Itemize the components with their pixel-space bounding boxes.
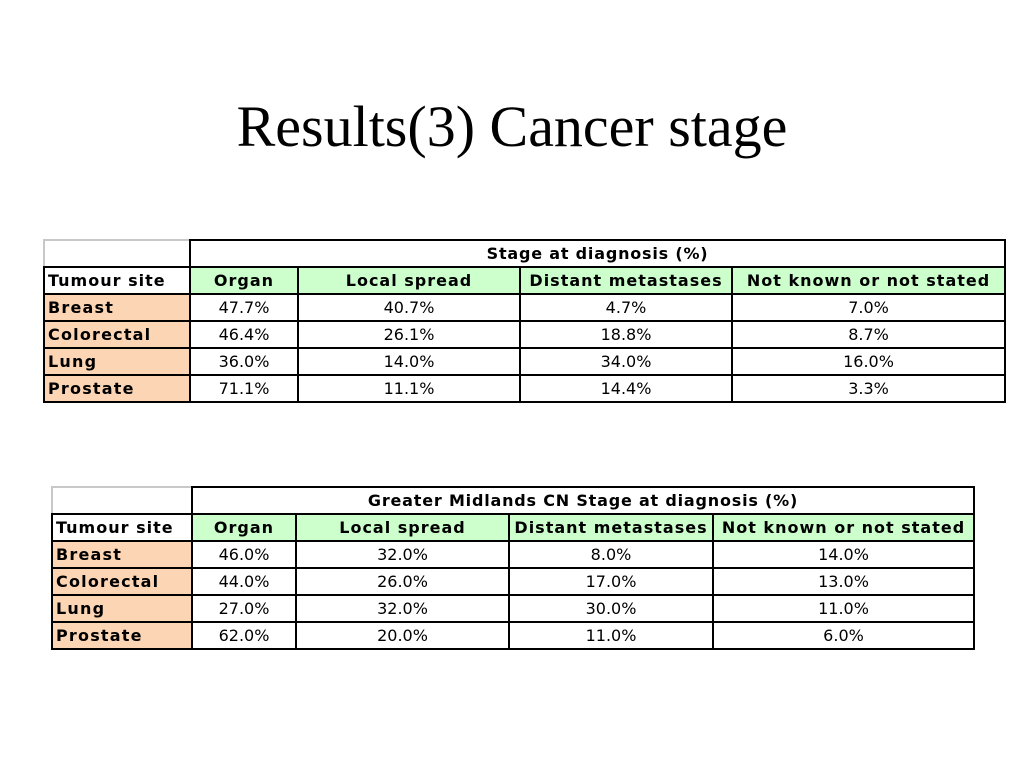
value-cell: 11.0% (508, 621, 714, 650)
table-row: Lung 36.0% 14.0% 34.0% 16.0% (43, 347, 1007, 376)
value-cell: 7.0% (730, 293, 1007, 322)
blank-corner-cell (43, 239, 191, 268)
value-cell: 14.0% (297, 347, 521, 376)
row-label-colorectal: Colorectal (51, 567, 193, 596)
stage-table-overall: Stage at diagnosis (%) Tumour site Organ… (43, 239, 1007, 403)
value-cell: 8.0% (508, 540, 714, 569)
value-cell: 47.7% (189, 293, 299, 322)
blank-corner-cell (51, 486, 193, 515)
row-label-breast: Breast (43, 293, 191, 322)
value-cell: 18.8% (519, 320, 733, 349)
value-cell: 46.4% (189, 320, 299, 349)
value-cell: 14.0% (711, 540, 976, 569)
column-header-organ: Organ (189, 266, 299, 295)
table-column-header-row: Tumour site Organ Local spread Distant m… (43, 266, 1007, 295)
value-cell: 4.7% (519, 293, 733, 322)
stage-table-greater-midlands: Greater Midlands CN Stage at diagnosis (… (51, 486, 976, 650)
column-header-distant-metastases: Distant metastases (508, 513, 714, 542)
value-cell: 27.0% (191, 594, 297, 623)
value-cell: 36.0% (189, 347, 299, 376)
value-cell: 16.0% (730, 347, 1007, 376)
group-header: Stage at diagnosis (%) (188, 239, 1007, 268)
table-row: Lung 27.0% 32.0% 30.0% 11.0% (51, 594, 976, 623)
column-header-distant-metastases: Distant metastases (519, 266, 733, 295)
value-cell: 11.1% (297, 374, 521, 403)
table-row: Prostate 71.1% 11.1% 14.4% 3.3% (43, 374, 1007, 403)
row-label-lung: Lung (51, 594, 193, 623)
column-header-not-known: Not known or not stated (711, 513, 976, 542)
value-cell: 14.4% (519, 374, 733, 403)
table-row: Prostate 62.0% 20.0% 11.0% 6.0% (51, 621, 976, 650)
value-cell: 6.0% (711, 621, 976, 650)
tumour-site-header: Tumour site (51, 513, 193, 542)
table-row: Colorectal 44.0% 26.0% 17.0% 13.0% (51, 567, 976, 596)
row-label-prostate: Prostate (51, 621, 193, 650)
value-cell: 62.0% (191, 621, 297, 650)
value-cell: 32.0% (295, 594, 510, 623)
value-cell: 34.0% (519, 347, 733, 376)
value-cell: 40.7% (297, 293, 521, 322)
column-header-not-known: Not known or not stated (730, 266, 1007, 295)
value-cell: 30.0% (508, 594, 714, 623)
column-header-organ: Organ (191, 513, 297, 542)
column-header-local-spread: Local spread (295, 513, 510, 542)
value-cell: 71.1% (189, 374, 299, 403)
table-row: Colorectal 46.4% 26.1% 18.8% 8.7% (43, 320, 1007, 349)
value-cell: 46.0% (191, 540, 297, 569)
row-label-prostate: Prostate (43, 374, 191, 403)
value-cell: 17.0% (508, 567, 714, 596)
table-row: Breast 46.0% 32.0% 8.0% 14.0% (51, 540, 976, 569)
value-cell: 11.0% (711, 594, 976, 623)
value-cell: 13.0% (711, 567, 976, 596)
column-header-local-spread: Local spread (297, 266, 521, 295)
row-label-lung: Lung (43, 347, 191, 376)
value-cell: 26.1% (297, 320, 521, 349)
table-column-header-row: Tumour site Organ Local spread Distant m… (51, 513, 976, 542)
table-group-header-row: Greater Midlands CN Stage at diagnosis (… (51, 486, 976, 515)
table-row: Breast 47.7% 40.7% 4.7% 7.0% (43, 293, 1007, 322)
value-cell: 44.0% (191, 567, 297, 596)
group-header: Greater Midlands CN Stage at diagnosis (… (190, 486, 976, 515)
row-label-breast: Breast (51, 540, 193, 569)
value-cell: 3.3% (730, 374, 1007, 403)
value-cell: 26.0% (295, 567, 510, 596)
value-cell: 20.0% (295, 621, 510, 650)
row-label-colorectal: Colorectal (43, 320, 191, 349)
table-group-header-row: Stage at diagnosis (%) (43, 239, 1007, 268)
value-cell: 8.7% (730, 320, 1007, 349)
value-cell: 32.0% (295, 540, 510, 569)
slide-title: Results(3) Cancer stage (236, 94, 788, 159)
tumour-site-header: Tumour site (43, 266, 191, 295)
